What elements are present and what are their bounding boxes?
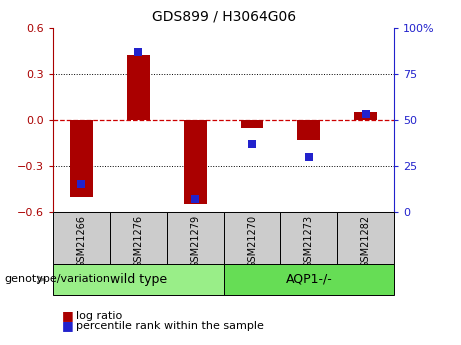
Bar: [167, 212, 224, 264]
Text: genotype/variation: genotype/variation: [5, 275, 111, 284]
Text: GSM21276: GSM21276: [133, 215, 143, 268]
Bar: [53, 212, 110, 264]
Text: percentile rank within the sample: percentile rank within the sample: [76, 321, 264, 331]
Bar: [297, 120, 320, 140]
Bar: [224, 264, 394, 295]
Text: GSM21273: GSM21273: [304, 215, 314, 268]
Bar: [53, 264, 224, 295]
Bar: [184, 120, 207, 205]
Text: GSM21282: GSM21282: [361, 215, 371, 268]
Text: GSM21279: GSM21279: [190, 215, 200, 268]
Bar: [224, 212, 280, 264]
Text: GSM21270: GSM21270: [247, 215, 257, 268]
Text: ■: ■: [62, 309, 74, 322]
Text: GSM21266: GSM21266: [77, 215, 87, 268]
Bar: [70, 120, 93, 197]
Text: wild type: wild type: [110, 273, 167, 286]
Text: ■: ■: [62, 319, 74, 333]
Title: GDS899 / H3064G06: GDS899 / H3064G06: [152, 10, 296, 24]
Bar: [337, 212, 394, 264]
Bar: [355, 112, 377, 120]
Bar: [280, 212, 337, 264]
Text: AQP1-/-: AQP1-/-: [285, 273, 332, 286]
Bar: [110, 212, 167, 264]
Bar: [127, 55, 150, 120]
Text: log ratio: log ratio: [76, 311, 122, 321]
Bar: [241, 120, 263, 128]
